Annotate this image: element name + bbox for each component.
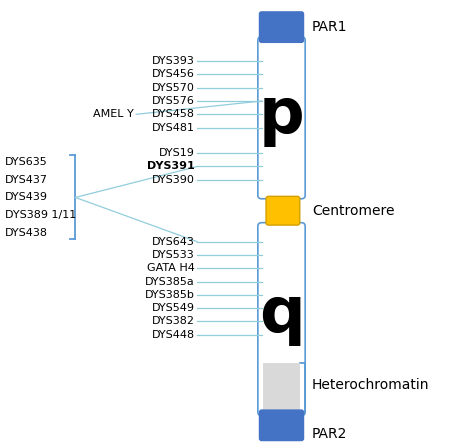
FancyBboxPatch shape bbox=[259, 409, 304, 441]
Text: DYS385b: DYS385b bbox=[145, 290, 195, 300]
Text: DYS437: DYS437 bbox=[5, 175, 48, 185]
Text: DYS570: DYS570 bbox=[152, 83, 195, 93]
Text: Centromere: Centromere bbox=[312, 204, 394, 218]
FancyBboxPatch shape bbox=[258, 223, 305, 416]
Text: q: q bbox=[259, 284, 304, 346]
Text: DYS439: DYS439 bbox=[5, 193, 48, 202]
Text: DYS549: DYS549 bbox=[152, 303, 195, 313]
Text: DYS391: DYS391 bbox=[147, 161, 195, 172]
Text: DYS385a: DYS385a bbox=[145, 276, 195, 287]
Text: DYS438: DYS438 bbox=[5, 228, 48, 238]
Text: DYS448: DYS448 bbox=[152, 330, 195, 340]
Text: DYS456: DYS456 bbox=[152, 69, 195, 79]
Text: DYS635: DYS635 bbox=[5, 157, 48, 167]
FancyBboxPatch shape bbox=[258, 37, 305, 199]
Text: GATA H4: GATA H4 bbox=[147, 263, 195, 273]
Text: p: p bbox=[259, 85, 304, 146]
Text: DYS389 1/11: DYS389 1/11 bbox=[5, 210, 76, 220]
Text: DYS458: DYS458 bbox=[152, 109, 195, 119]
Text: DYS393: DYS393 bbox=[152, 56, 195, 66]
Text: DYS533: DYS533 bbox=[152, 250, 195, 260]
Text: Heterochromatin: Heterochromatin bbox=[312, 379, 429, 392]
Text: DYS382: DYS382 bbox=[152, 316, 195, 326]
FancyBboxPatch shape bbox=[266, 196, 300, 225]
Text: AMEL Y: AMEL Y bbox=[93, 109, 134, 119]
Text: PAR1: PAR1 bbox=[312, 20, 347, 34]
Text: DYS19: DYS19 bbox=[159, 148, 195, 158]
Text: DYS643: DYS643 bbox=[152, 237, 195, 247]
Text: DYS576: DYS576 bbox=[152, 96, 195, 106]
Text: PAR2: PAR2 bbox=[312, 427, 347, 441]
Text: DYS390: DYS390 bbox=[152, 175, 195, 185]
Text: DYS481: DYS481 bbox=[152, 123, 195, 133]
Bar bbox=[264, 363, 300, 412]
FancyBboxPatch shape bbox=[259, 11, 304, 43]
